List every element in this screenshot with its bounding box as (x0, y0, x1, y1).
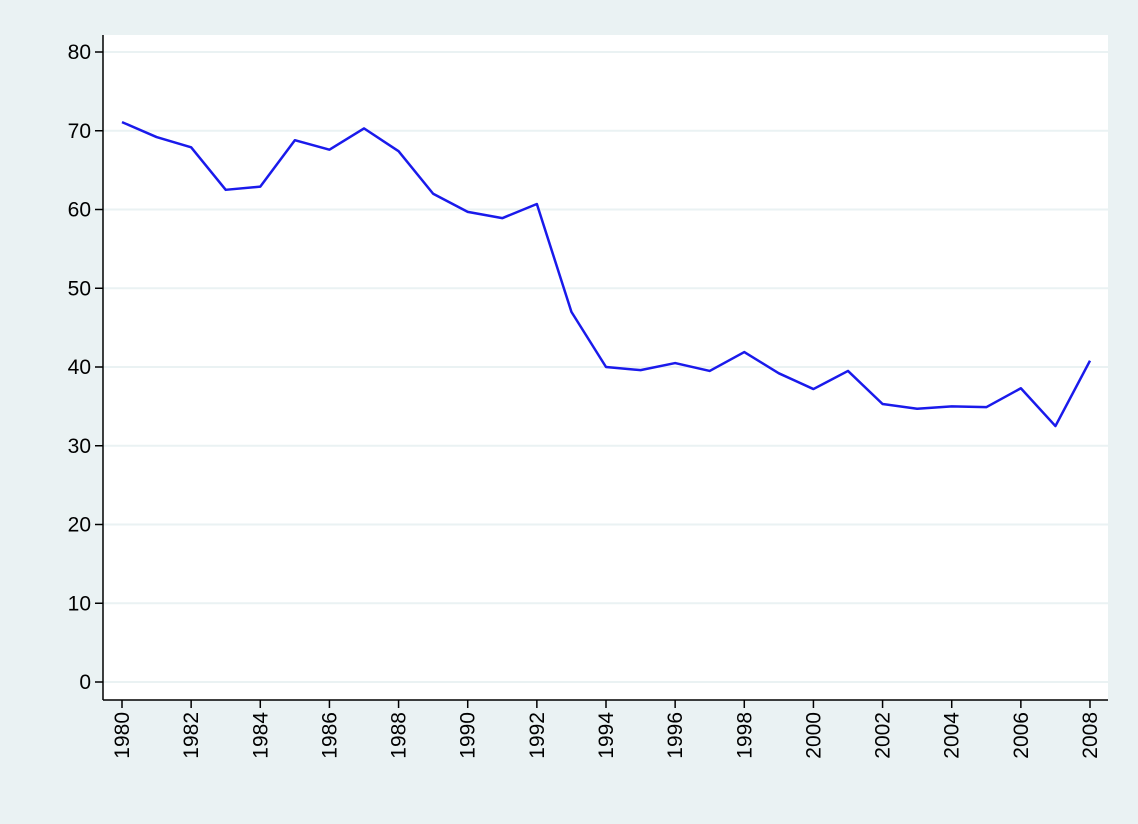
y-tick-label: 70 (68, 120, 91, 143)
y-tick-label: 0 (79, 671, 91, 694)
y-tick-label: 30 (68, 435, 91, 458)
x-tick-label: 2006 (1010, 712, 1033, 759)
x-tick-label: 2008 (1079, 712, 1102, 759)
x-tick-label: 1992 (526, 712, 549, 759)
y-tick-label: 40 (68, 356, 91, 379)
data-line (121, 120, 1092, 428)
x-tick-label: 1990 (457, 712, 480, 759)
y-tick-label: 50 (68, 277, 91, 300)
x-tick-label: 1984 (249, 712, 272, 759)
x-tick-label: 1988 (388, 712, 411, 759)
y-tick-label: 80 (68, 41, 91, 64)
x-tick-label: 2002 (872, 712, 895, 759)
x-tick-label: 1996 (664, 712, 687, 759)
x-tick-label: 2000 (802, 712, 825, 759)
x-tick-label: 1998 (733, 712, 756, 759)
x-tick-label: 1986 (318, 712, 341, 759)
y-tick-label: 20 (68, 514, 91, 537)
y-tick-label: 60 (68, 199, 91, 222)
x-tick-label: 1980 (111, 712, 134, 759)
x-tick-label: 2004 (941, 712, 964, 759)
x-tick-label: 1994 (595, 712, 618, 759)
y-tick-label: 10 (68, 592, 91, 615)
x-tick-label: 1982 (180, 712, 203, 759)
